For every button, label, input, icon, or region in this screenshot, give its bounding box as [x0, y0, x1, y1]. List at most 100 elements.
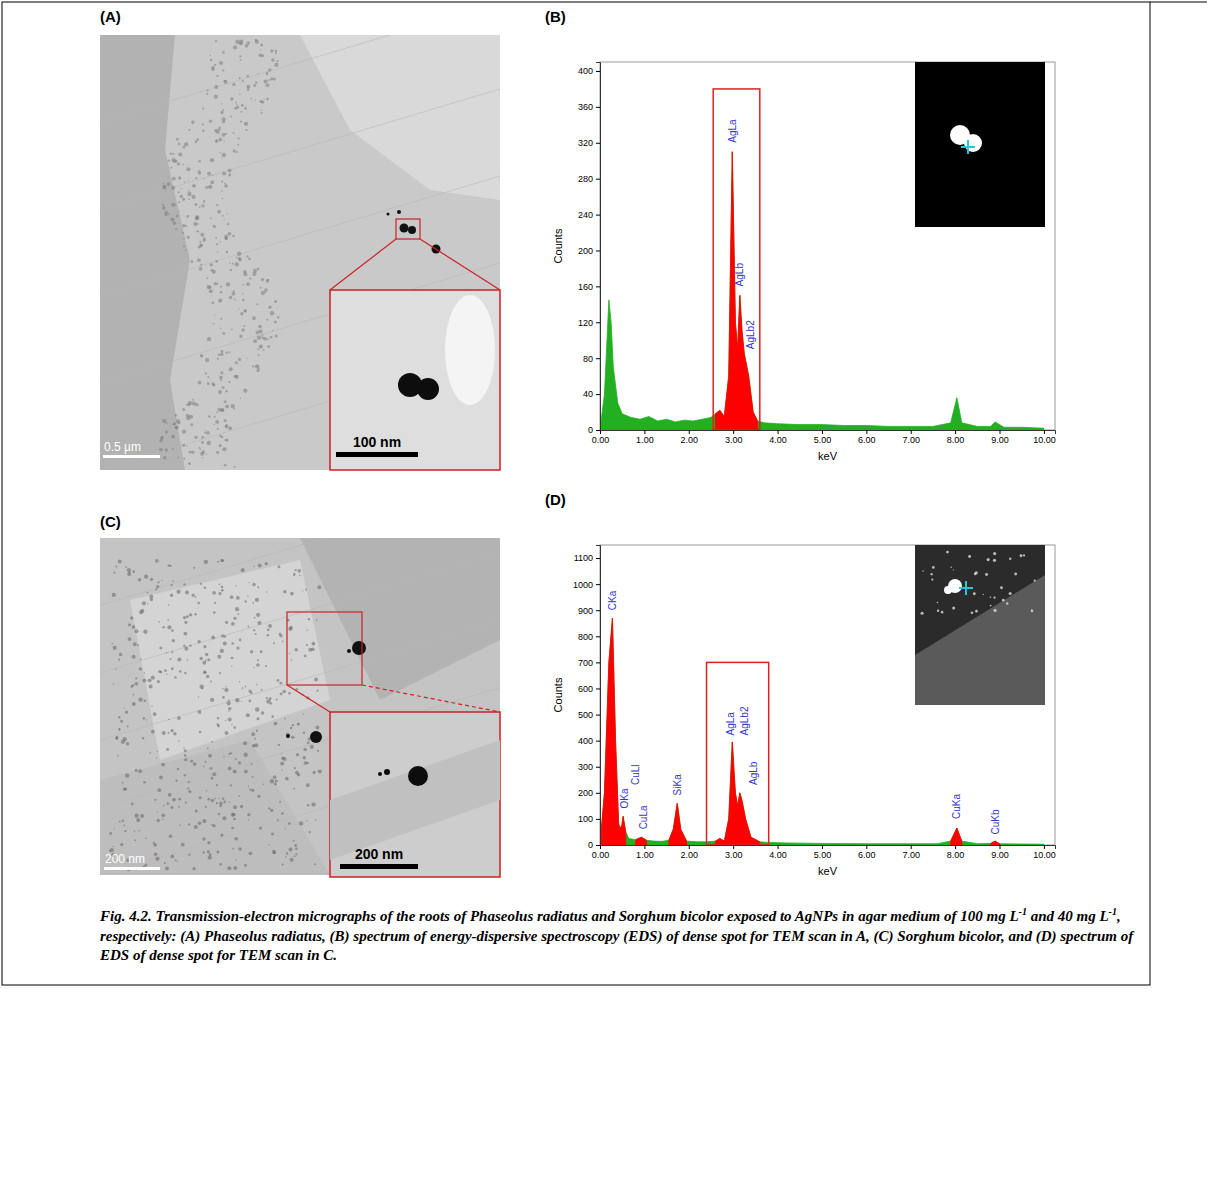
micrograph-speckle	[207, 748, 209, 750]
micrograph-speckle	[175, 228, 177, 230]
micrograph-speckle	[216, 802, 218, 804]
micrograph-speckle	[228, 711, 229, 712]
micrograph-speckle	[263, 98, 265, 100]
micrograph-speckle	[118, 728, 120, 730]
y-tick: 500	[578, 710, 600, 720]
micrograph-speckle	[266, 279, 270, 283]
micrograph-speckle	[222, 816, 226, 820]
micrograph-speckle	[246, 75, 249, 78]
micrograph-speckle	[131, 803, 134, 806]
y-tick: 40	[583, 389, 600, 399]
micrograph-speckle	[198, 710, 202, 714]
micrograph-speckle	[187, 659, 189, 661]
micrograph-speckle	[233, 290, 235, 292]
micrograph-speckle	[304, 761, 308, 765]
micrograph-speckle	[207, 382, 210, 385]
micrograph-speckle	[217, 408, 221, 412]
micrograph-speckle	[255, 633, 257, 635]
y-tick-label: 280	[578, 174, 593, 184]
peak-label: CuKa	[951, 793, 962, 818]
micrograph-speckle	[233, 769, 237, 773]
micrograph-speckle	[251, 789, 254, 792]
micrograph-speckle	[306, 783, 310, 787]
micrograph-speckle	[259, 345, 263, 349]
micrograph-speckle	[183, 458, 185, 460]
micrograph-speckle	[159, 448, 163, 452]
y-tick-mark	[596, 688, 600, 689]
y-tick-label: 600	[578, 684, 593, 694]
micrograph-speckle	[188, 790, 191, 793]
micrograph-speckle	[166, 748, 169, 751]
x-tick-label: 2.00	[681, 850, 699, 860]
micrograph-speckle	[246, 713, 250, 717]
micrograph-speckle	[176, 215, 179, 218]
micrograph-speckle	[184, 754, 187, 757]
x-tick-label: 6.00	[858, 435, 876, 445]
micrograph-speckle	[255, 39, 257, 41]
micrograph-speckle	[162, 419, 166, 423]
y-tick-label: 160	[578, 282, 593, 292]
figure-frame-top	[1150, 2, 1207, 3]
micrograph-speckle	[233, 866, 237, 870]
micrograph-speckle	[253, 339, 257, 343]
panel-label: (C)	[100, 513, 121, 530]
micrograph-speckle	[308, 648, 312, 652]
micrograph-speckle	[162, 206, 166, 210]
micrograph-speckle	[317, 770, 318, 771]
micrograph-speckle	[220, 328, 222, 330]
micrograph-speckle	[299, 821, 303, 825]
y-tick: 300	[578, 762, 600, 772]
micrograph-speckle	[168, 159, 170, 161]
micrograph-speckle	[210, 217, 212, 219]
micrograph-speckle	[199, 447, 201, 449]
micrograph-speckle	[207, 441, 211, 445]
inset-speckle	[937, 602, 939, 604]
micrograph-speckle	[215, 140, 218, 143]
micrograph-speckle	[257, 795, 260, 798]
micrograph-speckle	[250, 650, 253, 653]
micrograph-speckle	[134, 830, 136, 832]
micrograph-speckle	[171, 186, 175, 190]
micrograph-speckle	[225, 405, 229, 409]
micrograph-speckle	[161, 436, 163, 438]
y-axis-line	[596, 546, 601, 846]
micrograph-speckle	[188, 190, 189, 191]
micrograph-speckle	[247, 89, 250, 92]
micrograph-speckle	[180, 195, 183, 198]
micrograph-speckle	[169, 834, 173, 838]
y-tick-mark	[596, 358, 600, 359]
y-tick-mark	[596, 767, 600, 768]
micrograph-speckle	[225, 720, 226, 721]
micrograph-speckle	[235, 262, 239, 266]
micrograph-speckle	[157, 811, 158, 812]
micrograph-speckle	[161, 763, 165, 767]
micrograph-speckle	[135, 769, 138, 772]
y-tick: 1000	[573, 580, 600, 590]
micrograph-speckle	[259, 827, 262, 830]
micrograph-speckle	[303, 748, 306, 751]
micrograph-speckle	[204, 432, 206, 434]
micrograph-speckle	[295, 771, 299, 775]
x-tick-mark	[1044, 430, 1045, 434]
micrograph-speckle	[220, 152, 221, 153]
micrograph-speckle	[165, 430, 168, 433]
inset-speckle	[973, 592, 976, 595]
micrograph-speckle	[118, 728, 120, 730]
caption-text: and 40 mg L	[1027, 908, 1109, 924]
micrograph-speckle	[246, 129, 248, 131]
peak-label: AgLb2	[745, 320, 756, 349]
micrograph-speckle	[222, 133, 226, 137]
inset-speckle	[921, 612, 924, 615]
micrograph-speckle	[294, 767, 296, 769]
x-tick-mark	[866, 845, 867, 849]
micrograph-speckle	[225, 237, 227, 239]
x-tick: 10.00	[1033, 430, 1056, 445]
y-tick-label: 300	[578, 762, 593, 772]
micrograph-speckle	[191, 451, 194, 454]
micrograph-speckle	[241, 701, 242, 702]
micrograph-speckle	[231, 827, 234, 830]
micrograph-speckle	[235, 585, 236, 586]
micrograph-speckle	[170, 729, 173, 732]
x-tick: 4.00	[769, 430, 787, 445]
micrograph-speckle	[219, 584, 221, 586]
